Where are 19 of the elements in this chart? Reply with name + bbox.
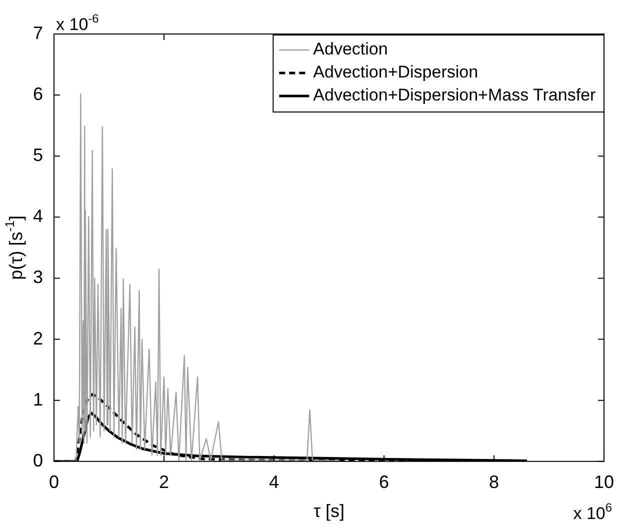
legend-label: Advection [313,40,388,59]
legend-label: Advection+Dispersion [313,62,478,82]
y-tick-label: 3 [32,267,44,288]
x-tick-label: 2 [159,472,170,492]
y-tick-label: 1 [32,389,44,410]
y-tick-label: 2 [32,328,44,348]
y-tick-label: 5 [32,145,44,166]
x-tick-label: 6 [378,472,390,492]
y-tick-label: 4 [32,206,44,226]
x-tick-label: 4 [268,472,280,492]
legend-label: Advection+Dispersion+Mass Transfer [313,86,596,105]
y-tick-label: 0 [32,450,44,470]
x-tick-label: 8 [488,472,499,492]
y-tick-label: 6 [32,84,44,104]
y-tick-label: 7 [32,22,44,43]
y-axis-title: p(τ) [s-1] [2,216,26,280]
x-axis-title: τ [s] [313,501,345,521]
x-tick-label: 10 [594,472,614,492]
x-tick-label: 0 [49,472,60,492]
